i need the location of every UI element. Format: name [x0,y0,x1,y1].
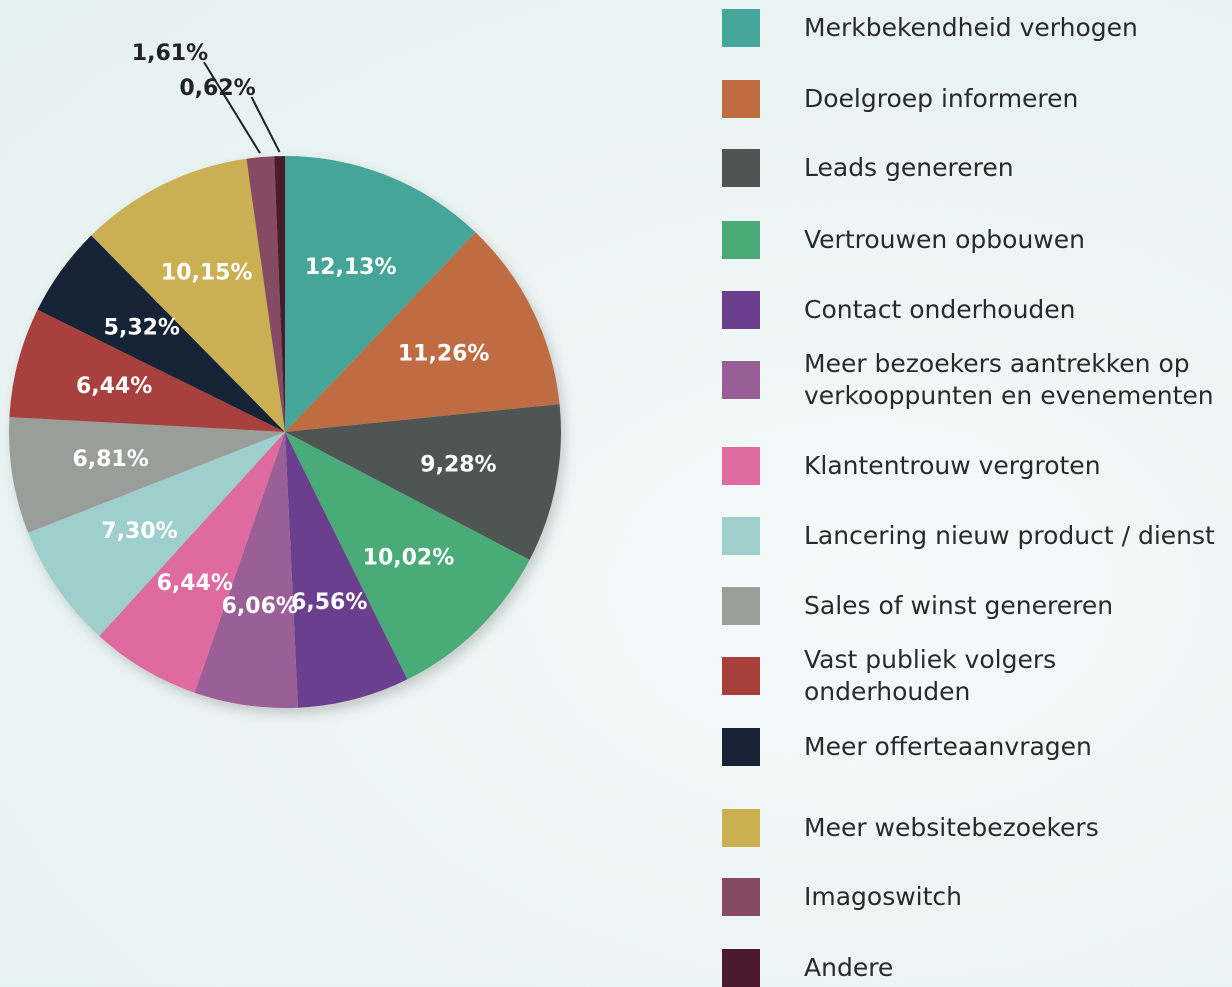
legend-swatch [722,149,760,187]
pie-slice [285,404,562,560]
pie-slice [28,432,286,637]
slice-label: 6,44% [76,374,152,399]
pie-slice [285,232,560,432]
pie-slice [194,432,299,708]
pie-slice [37,235,286,432]
slice-label: 6,56% [291,590,367,615]
legend-label: Andere [804,953,894,982]
slice-label: 6,44% [157,571,233,596]
slice-label: 11,26% [398,341,490,366]
legend-label: Vast publiek volgers onderhouden [804,645,1057,706]
slice-label: 10,02% [363,545,455,570]
legend-swatch [722,9,760,47]
slice-label: 1,61% [132,41,208,66]
slice-label: 10,15% [161,261,253,286]
legend-item: Andere [722,949,1232,987]
pie-slice [91,158,285,432]
legend-swatch [722,221,760,259]
legend-swatch [722,657,760,695]
legend-label: Merkbekendheid verhogen [804,13,1138,42]
legend-item: Vertrouwen opbouwen [722,221,1232,259]
legend-item: Contact onderhouden [722,291,1232,329]
legend-item: Lancering nieuw product / dienst [722,517,1232,555]
pie-slice [285,432,408,708]
legend-label: Meer offerteaanvragen [804,732,1092,761]
legend-swatch [722,809,760,847]
slice-label: 6,06% [222,594,298,619]
legend-label: Meer websitebezoekers [804,813,1099,842]
slice-label: 7,30% [101,519,177,544]
legend-label: Doelgroep informeren [804,84,1079,113]
legend-item: Klantentrouw vergroten [722,447,1232,485]
legend-item: Sales of winst genereren [722,587,1232,625]
legend-swatch [722,878,760,916]
legend-item: Meer offerteaanvragen [722,728,1232,766]
slice-label: 6,81% [72,447,148,472]
legend-item: Meer websitebezoekers [722,809,1232,847]
legend-swatch [722,517,760,555]
slice-label: 5,32% [104,316,180,341]
chart: 12,13%11,26%9,28%10,02%6,56%6,06%6,44%7,… [8,41,562,708]
legend-item: Meer bezoekers aantrekken op verkooppunt… [722,349,1232,410]
slice-label: 12,13% [305,255,397,280]
legend-swatch [722,291,760,329]
pie-slice [99,432,286,693]
pie-slice [274,156,285,432]
legend-item: Doelgroep informeren [722,80,1232,118]
legend-swatch [722,361,760,399]
legend-item: Merkbekendheid verhogen [722,9,1232,47]
legend-label: Lancering nieuw product / dienst [804,521,1215,550]
legend-swatch [722,447,760,485]
legend-label: Contact onderhouden [804,295,1076,324]
legend-swatch [722,728,760,766]
pie [8,156,562,708]
legend-swatch [722,949,760,987]
legend-item: Imagoswitch [722,878,1232,916]
pie-slice [285,432,530,680]
legend-item: Vast publiek volgers onderhouden [722,645,1232,706]
pie-slice [9,309,286,432]
legend-label: Klantentrouw vergroten [804,451,1101,480]
legend-label: Leads genereren [804,153,1014,182]
legend-swatch [722,80,760,118]
legend-swatch [722,587,760,625]
slice-label: 9,28% [420,452,496,477]
leader-line [203,61,261,154]
legend-item: Leads genereren [722,149,1232,187]
pie-slice [285,156,476,432]
legend-label: Meer bezoekers aantrekken op verkooppunt… [804,349,1214,410]
legend-label: Sales of winst genereren [804,591,1114,620]
pie-slice [8,417,285,533]
legend-label: Imagoswitch [804,882,963,911]
pie-slice [246,156,285,432]
leader-line [250,96,281,153]
slice-label: 0,62% [179,76,255,101]
legend-label: Vertrouwen opbouwen [804,225,1085,254]
